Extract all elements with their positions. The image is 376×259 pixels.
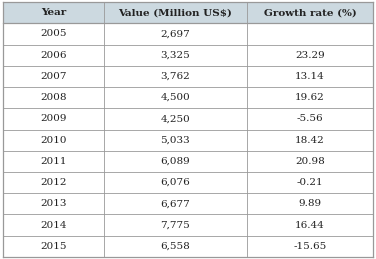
Bar (104, 87, 247, 108)
Bar (104, 151, 247, 172)
Bar (3, 151, 104, 172)
Bar (104, 45, 247, 66)
Text: Value (Million US$): Value (Million US$) (118, 8, 232, 17)
Text: 5,033: 5,033 (161, 136, 190, 145)
Text: 3,762: 3,762 (161, 72, 190, 81)
Text: 2010: 2010 (40, 136, 67, 145)
Text: 2013: 2013 (40, 199, 67, 208)
Bar (3, 66, 104, 87)
Text: 4,250: 4,250 (161, 114, 190, 123)
Text: 23.29: 23.29 (295, 51, 325, 60)
Bar (247, 151, 373, 172)
Bar (104, 193, 247, 214)
Bar (3, 236, 104, 257)
Text: 6,076: 6,076 (161, 178, 190, 187)
Text: -5.56: -5.56 (297, 114, 323, 123)
Bar (247, 214, 373, 236)
Text: 3,325: 3,325 (161, 51, 190, 60)
Text: 2011: 2011 (40, 157, 67, 166)
Bar (247, 2, 373, 23)
Bar (104, 130, 247, 151)
Text: 20.98: 20.98 (295, 157, 325, 166)
Bar (104, 66, 247, 87)
Text: 2014: 2014 (40, 221, 67, 229)
Text: 7,775: 7,775 (161, 221, 190, 229)
Text: 6,677: 6,677 (161, 199, 190, 208)
Text: 19.62: 19.62 (295, 93, 325, 102)
Text: 2007: 2007 (40, 72, 67, 81)
Bar (247, 193, 373, 214)
Bar (3, 2, 104, 23)
Text: -15.65: -15.65 (294, 242, 327, 251)
Bar (3, 130, 104, 151)
Bar (3, 172, 104, 193)
Text: 2015: 2015 (40, 242, 67, 251)
Bar (104, 172, 247, 193)
Text: 2008: 2008 (40, 93, 67, 102)
Text: 2005: 2005 (40, 30, 67, 38)
Text: Year: Year (41, 8, 66, 17)
Bar (3, 45, 104, 66)
Text: 13.14: 13.14 (295, 72, 325, 81)
Bar (3, 23, 104, 45)
Bar (247, 45, 373, 66)
Text: 2006: 2006 (40, 51, 67, 60)
Bar (247, 23, 373, 45)
Bar (104, 2, 247, 23)
Bar (3, 108, 104, 130)
Bar (3, 87, 104, 108)
Text: 2009: 2009 (40, 114, 67, 123)
Bar (247, 236, 373, 257)
Bar (3, 193, 104, 214)
Bar (247, 108, 373, 130)
Bar (104, 23, 247, 45)
Bar (104, 108, 247, 130)
Bar (247, 172, 373, 193)
Text: 16.44: 16.44 (295, 221, 325, 229)
Text: -0.21: -0.21 (297, 178, 323, 187)
Text: 4,500: 4,500 (161, 93, 190, 102)
Text: 2012: 2012 (40, 178, 67, 187)
Text: 6,089: 6,089 (161, 157, 190, 166)
Text: 18.42: 18.42 (295, 136, 325, 145)
Bar (247, 130, 373, 151)
Text: Growth rate (%): Growth rate (%) (264, 8, 356, 17)
Text: 9.89: 9.89 (299, 199, 321, 208)
Bar (104, 236, 247, 257)
Bar (104, 214, 247, 236)
Bar (247, 66, 373, 87)
Text: 2,697: 2,697 (161, 30, 190, 38)
Bar (3, 214, 104, 236)
Bar (247, 87, 373, 108)
Text: 6,558: 6,558 (161, 242, 190, 251)
